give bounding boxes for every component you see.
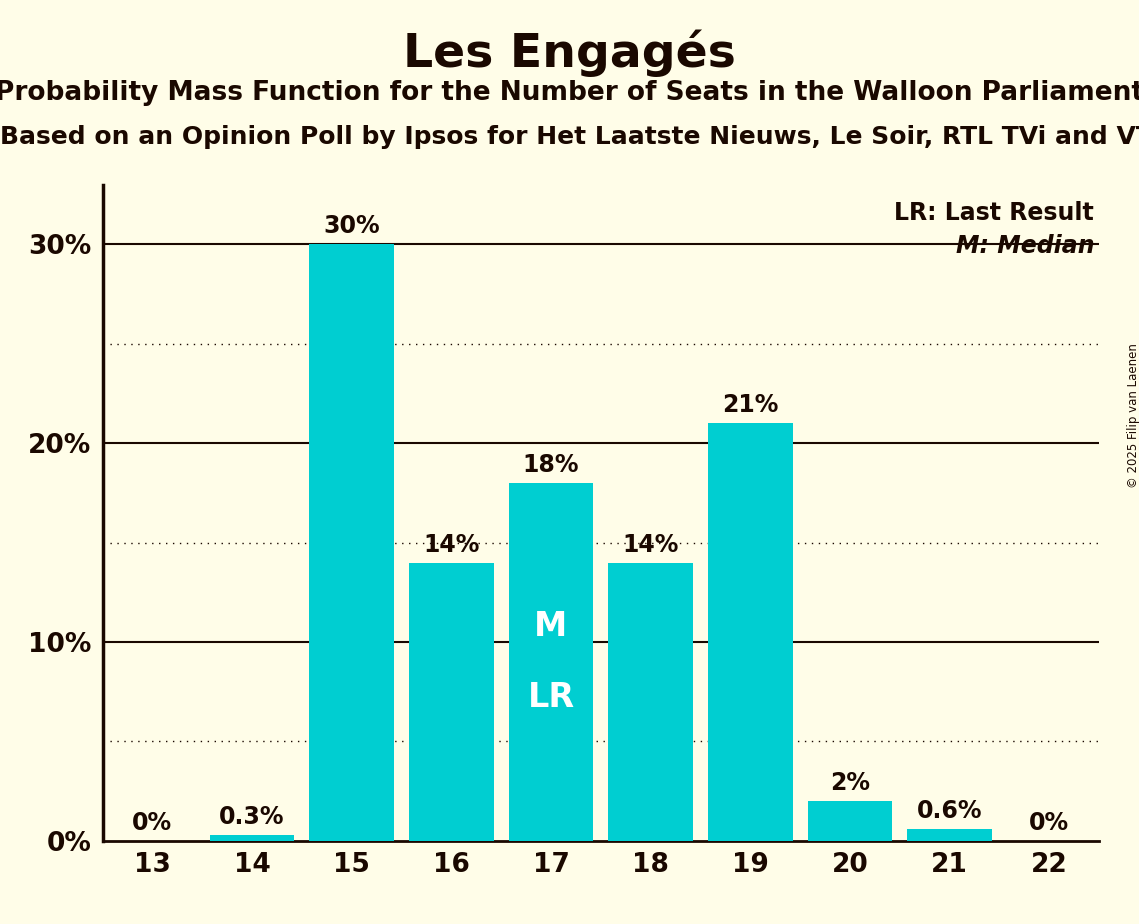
Text: LR: Last Result: LR: Last Result: [894, 201, 1095, 225]
Bar: [210, 835, 294, 841]
Text: Les Engagés: Les Engagés: [403, 30, 736, 77]
Bar: [509, 483, 593, 841]
Text: 0%: 0%: [132, 811, 172, 835]
Text: 30%: 30%: [323, 214, 380, 238]
Bar: [708, 423, 793, 841]
Text: M: M: [534, 610, 567, 642]
Text: LR: LR: [527, 681, 574, 714]
Text: 2%: 2%: [830, 772, 870, 796]
Text: 21%: 21%: [722, 394, 778, 418]
Text: Probability Mass Function for the Number of Seats in the Walloon Parliament: Probability Mass Function for the Number…: [0, 80, 1139, 106]
Text: 14%: 14%: [623, 532, 679, 556]
Text: © 2025 Filip van Laenen: © 2025 Filip van Laenen: [1126, 344, 1139, 488]
Text: 18%: 18%: [523, 453, 580, 477]
Bar: [409, 563, 493, 841]
Text: 0%: 0%: [1030, 811, 1070, 835]
Bar: [908, 829, 992, 841]
Bar: [808, 801, 892, 841]
Text: M: Median: M: Median: [956, 234, 1095, 258]
Text: Based on an Opinion Poll by Ipsos for Het Laatste Nieuws, Le Soir, RTL TVi and V: Based on an Opinion Poll by Ipsos for He…: [0, 125, 1139, 149]
Bar: [310, 245, 394, 841]
Text: 0.3%: 0.3%: [219, 805, 285, 829]
Text: 0.6%: 0.6%: [917, 799, 983, 823]
Text: 14%: 14%: [424, 532, 480, 556]
Bar: [608, 563, 693, 841]
